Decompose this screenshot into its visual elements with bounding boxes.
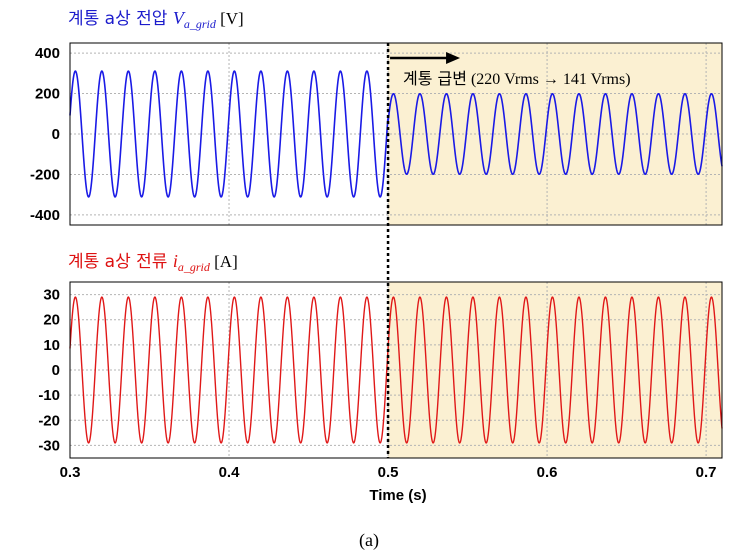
x-tick-label: 0.6 (537, 464, 558, 481)
current-plot-frame (69, 281, 723, 459)
y-tick-label: -30 (38, 437, 60, 454)
current-series-line (69, 296, 723, 444)
x-axis-label: Time (s) (369, 487, 426, 504)
current-title-symbol: i (173, 251, 178, 271)
voltage-plot-frame (69, 42, 723, 226)
x-axis-ticks: 0.3 0.4 0.5 0.6 0.7 (60, 464, 717, 481)
current-chart-title: 계통 a상 전류 ia_grid [A] (68, 251, 238, 274)
y-tick-label: 0 (52, 362, 60, 379)
voltage-chart-title: 계통 a상 전압 Va_grid [V] (68, 8, 244, 31)
y-tick-label: -10 (38, 387, 60, 404)
y-tick-label: 200 (35, 86, 60, 103)
y-tick-label: 10 (43, 337, 60, 354)
voltage-chart: 계통 a상 전압 Va_grid [V] 400 200 0 -200 -400 계통 … (30, 8, 723, 226)
y-tick-label: -400 (30, 207, 60, 224)
x-tick-label: 0.4 (219, 464, 241, 481)
voltage-title-subscript: a_grid (184, 17, 217, 31)
current-y-ticks: 30 20 10 0 -10 -20 -30 (38, 287, 60, 455)
grid-change-annotation: 계통 급변 (220 Vrms → 141 Vrms) (403, 69, 631, 88)
current-title-unit: [A] (210, 252, 238, 271)
y-tick-label: 0 (52, 126, 60, 143)
voltage-title-prefix: 계통 a상 전압 (68, 9, 173, 29)
current-grid (69, 282, 722, 458)
y-tick-label: 400 (35, 45, 60, 62)
voltage-y-ticks: 400 200 0 -200 -400 (30, 45, 60, 224)
x-tick-label: 0.7 (696, 464, 717, 481)
y-tick-label: -20 (38, 412, 60, 429)
annotation-korean: 계통 급변 (403, 69, 467, 88)
y-tick-label: -200 (30, 166, 60, 183)
y-tick-label: 20 (43, 312, 60, 329)
figure-caption: (a) (359, 530, 379, 551)
current-title-subscript: a_grid (178, 260, 211, 274)
change-arrow-head (446, 52, 461, 64)
x-tick-label: 0.3 (60, 464, 81, 481)
voltage-series-line (69, 70, 723, 198)
voltage-grid (69, 43, 722, 225)
y-tick-label: 30 (43, 287, 60, 304)
voltage-title-symbol: V (173, 8, 186, 28)
voltage-title-unit: [V] (216, 9, 244, 28)
current-chart: 계통 a상 전류 ia_grid [A] 30 20 10 0 -10 -20 -30 (38, 251, 723, 459)
annotation-detail: (220 Vrms → 141 Vrms) (467, 71, 631, 88)
current-title-prefix: 계통 a상 전류 (68, 252, 173, 272)
x-tick-label: 0.5 (378, 464, 399, 481)
